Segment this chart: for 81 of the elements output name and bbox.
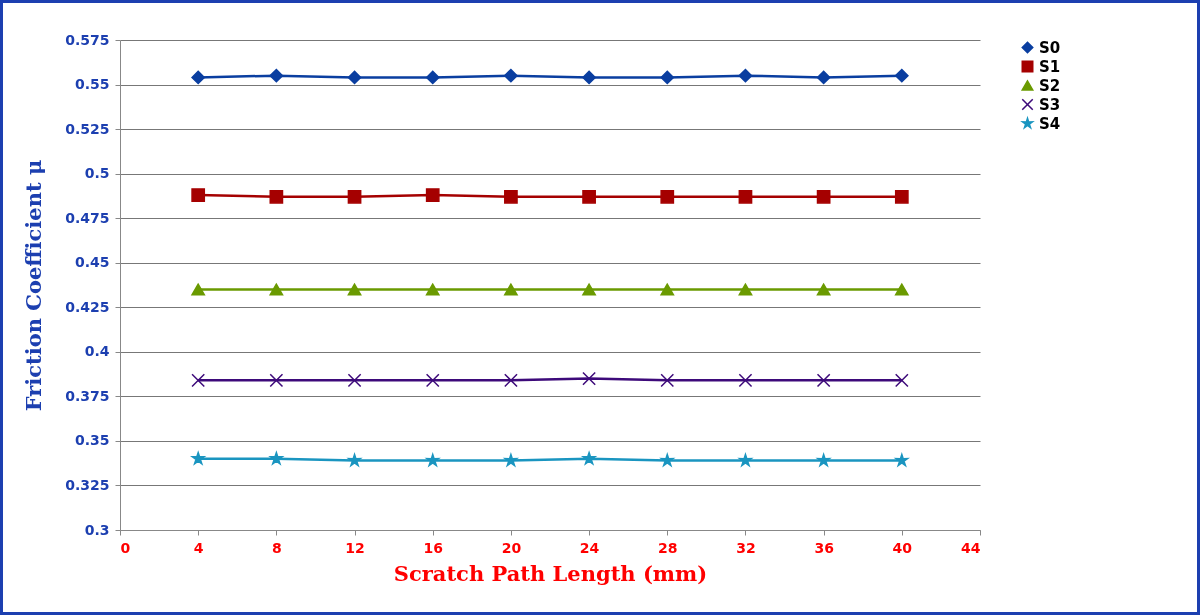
x-tick-label: 32 [736,539,756,556]
x-tick-label: 36 [814,539,834,556]
y-tick-label: 0.425 [65,298,110,315]
point [738,373,753,388]
point [738,453,753,467]
point [504,189,518,204]
point [582,70,596,85]
x-tick-label: 0 [120,539,131,556]
x-tick-label: 16 [423,539,443,556]
point [425,373,440,388]
legend-label: S4 [1039,114,1061,133]
point [738,189,753,204]
point [582,451,596,465]
point [660,70,675,85]
point [816,373,831,388]
y-tick-label: 0.375 [65,387,110,404]
point [582,283,596,296]
point [504,373,518,388]
legend-label: S1 [1039,57,1061,76]
point [347,189,362,204]
point [895,453,909,467]
point [660,283,675,296]
point [816,70,831,85]
point [426,453,440,467]
point [660,189,675,204]
x-axis-title: Scratch Path Length (mm) [393,560,708,586]
x-tick-label: 40 [892,539,913,556]
y-tick-label: 0.4 [84,343,110,360]
point [660,373,675,388]
x-tick-label: 28 [658,539,678,556]
y-axis-title: Friction Coefficient μ [21,159,47,412]
y-tick-label: 0.575 [65,31,110,48]
y-tick-label: 0.475 [65,209,110,226]
point [816,283,831,296]
point [425,70,440,85]
point [191,451,205,465]
point [269,189,284,204]
point [347,373,362,388]
x-tick-label: 24 [579,539,600,556]
point [269,373,284,388]
point [347,70,362,85]
point [269,451,283,465]
point [191,70,206,85]
x-tick-label: 12 [345,539,365,556]
point [504,453,518,467]
point [504,68,518,83]
y-tick-label: 0.5 [84,165,110,182]
y-tick-label: 0.325 [65,476,110,493]
point [582,189,596,204]
point [738,68,753,83]
point [269,283,284,296]
point [738,283,753,296]
y-tick-label: 0.35 [74,432,110,449]
point [582,371,596,386]
point [894,189,909,204]
point [191,283,206,296]
x-tick-label: 4 [193,539,204,556]
point [894,283,909,296]
point [660,453,674,467]
point [504,283,518,296]
point [191,188,206,202]
point [425,283,440,296]
point [894,373,909,388]
legend-label: S3 [1039,95,1061,114]
point [894,68,909,83]
y-tick-label: 0.55 [74,76,110,93]
y-tick-label: 0.45 [74,254,110,271]
y-tick-label: 0.3 [84,521,110,538]
legend-label: S0 [1039,38,1061,57]
point [347,453,362,467]
point [191,373,206,388]
point [817,453,831,467]
legend-label: S2 [1039,76,1061,95]
x-tick-label: 8 [271,539,282,556]
y-tick-label: 0.525 [65,120,110,137]
x-tick-label: 44 [961,539,981,556]
point [816,189,831,204]
x-tick-label: 20 [501,539,522,556]
point [269,68,284,83]
point [425,188,440,202]
point [347,283,362,296]
